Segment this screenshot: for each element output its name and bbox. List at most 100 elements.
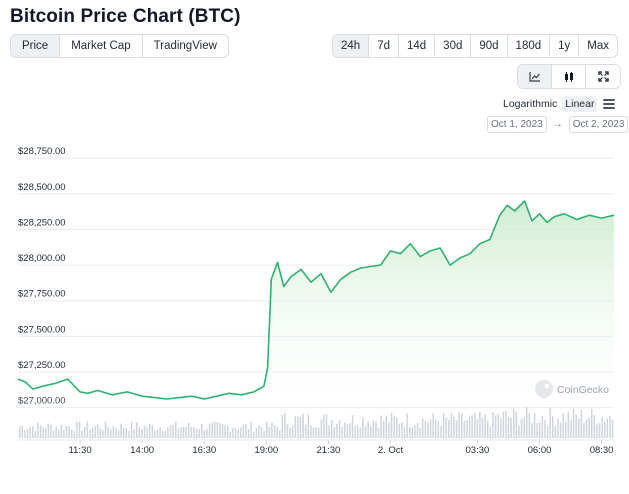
volume-bar [323, 414, 325, 438]
volume-bar [497, 413, 499, 438]
price-chart[interactable]: $27,000.00$27,250.00$27,500.00$27,750.00… [0, 140, 629, 494]
x-tick-label: 14:00 [130, 445, 154, 456]
volume-bar [68, 426, 70, 438]
volume-bar [429, 419, 432, 438]
volume-bar [492, 412, 494, 438]
range-max[interactable]: Max [587, 40, 610, 52]
volume-bar [375, 421, 377, 438]
volume-bar [411, 427, 414, 438]
volume-bar [346, 424, 349, 438]
volume-bar [536, 423, 538, 438]
volume-bars [19, 407, 614, 438]
volume-bar [89, 429, 91, 438]
range-7d[interactable]: 7d [369, 35, 399, 57]
volume-bar [557, 418, 559, 438]
range-24h[interactable]: 24h [333, 35, 370, 57]
tab-market-cap[interactable]: Market Cap [60, 35, 143, 57]
date-to[interactable]: Oct 2, 2023 [568, 116, 629, 133]
volume-bar [494, 415, 497, 438]
range-180d[interactable]: 180d [508, 35, 551, 57]
x-axis: 11:30 14:00 16:30 19:00 21:30 2. Oct 03:30 06:0… [18, 439, 614, 456]
volume-bar [125, 428, 128, 438]
volume-bar [565, 421, 567, 438]
volume-bar [562, 413, 564, 438]
candlestick-button[interactable] [552, 65, 586, 88]
volume-bar [507, 416, 510, 438]
volume-bar [266, 421, 268, 438]
volume-bar [331, 419, 333, 438]
volume-bar [99, 428, 102, 438]
volume-bar [263, 430, 265, 438]
volume-bar [362, 417, 364, 438]
volume-bar [401, 422, 403, 438]
x-tick-label: 21:30 [317, 445, 341, 456]
volume-bar [312, 427, 315, 438]
volume-bar [611, 419, 614, 438]
volume-bar [172, 424, 174, 438]
volume-bar [528, 413, 531, 438]
date-from[interactable]: Oct 1, 2023 [487, 116, 547, 133]
volume-bar [416, 423, 419, 438]
volume-bar [341, 427, 343, 438]
tab-price[interactable]: Price [11, 35, 61, 57]
volume-bar [211, 422, 213, 438]
volume-bar [357, 425, 359, 438]
volume-bar [112, 426, 115, 438]
chart-type-toggle [517, 64, 621, 89]
y-axis: $27,000.00$27,250.00$27,500.00$27,750.00… [18, 146, 66, 406]
volume-bar [354, 425, 356, 438]
volume-bar [481, 417, 484, 438]
volume-bar [583, 422, 585, 438]
volume-bar [500, 418, 502, 438]
volume-bar [253, 431, 255, 438]
volume-bar [437, 421, 440, 438]
range-30d[interactable]: 30d [435, 35, 472, 57]
volume-bar [219, 422, 221, 438]
fullscreen-icon [597, 71, 609, 82]
volume-bar [435, 419, 437, 438]
volume-bar [247, 428, 250, 438]
range-1y[interactable]: 1y [550, 35, 580, 57]
volume-bar [281, 415, 284, 438]
volume-bar [476, 419, 479, 438]
tab-tradingview[interactable]: TradingView [153, 40, 217, 52]
volume-bar [409, 426, 411, 438]
volume-bar [273, 425, 276, 438]
volume-bar [578, 418, 580, 438]
volume-bar [190, 427, 193, 438]
volume-bar [195, 428, 198, 438]
volume-bar [60, 424, 63, 438]
scale-linear[interactable]: Linear [562, 96, 598, 112]
volume-bar [393, 416, 395, 438]
volume-bar [120, 423, 122, 438]
line-chart-button[interactable] [518, 65, 552, 88]
volume-bar [234, 427, 237, 438]
volume-bar [546, 425, 549, 438]
y-tick-label: $27,500.00 [18, 324, 66, 335]
x-tick-label: 11:30 [69, 445, 92, 456]
range-14d[interactable]: 14d [399, 35, 436, 57]
scale-logarithmic[interactable]: Logarithmic [503, 98, 558, 110]
range-90d[interactable]: 90d [471, 35, 508, 57]
volume-bar [604, 421, 606, 438]
volume-bar [364, 426, 367, 438]
coingecko-logo-icon [535, 380, 553, 398]
y-tick-label: $28,000.00 [18, 253, 66, 264]
volume-bar [299, 417, 302, 438]
volume-bar [344, 422, 346, 438]
volume-bar [518, 425, 520, 438]
volume-bar [461, 413, 463, 438]
volume-bar [325, 414, 328, 438]
volume-bar [177, 428, 180, 438]
volume-bar [396, 417, 398, 438]
volume-bar [403, 426, 406, 438]
volume-bar [466, 419, 468, 438]
fullscreen-button[interactable] [586, 65, 620, 88]
volume-bar [232, 428, 234, 438]
volume-bar [510, 417, 512, 438]
volume-bar [539, 422, 541, 438]
volume-bar [606, 418, 609, 438]
volume-bar [45, 428, 47, 438]
volume-bar [94, 425, 96, 438]
menu-icon[interactable] [603, 99, 616, 109]
